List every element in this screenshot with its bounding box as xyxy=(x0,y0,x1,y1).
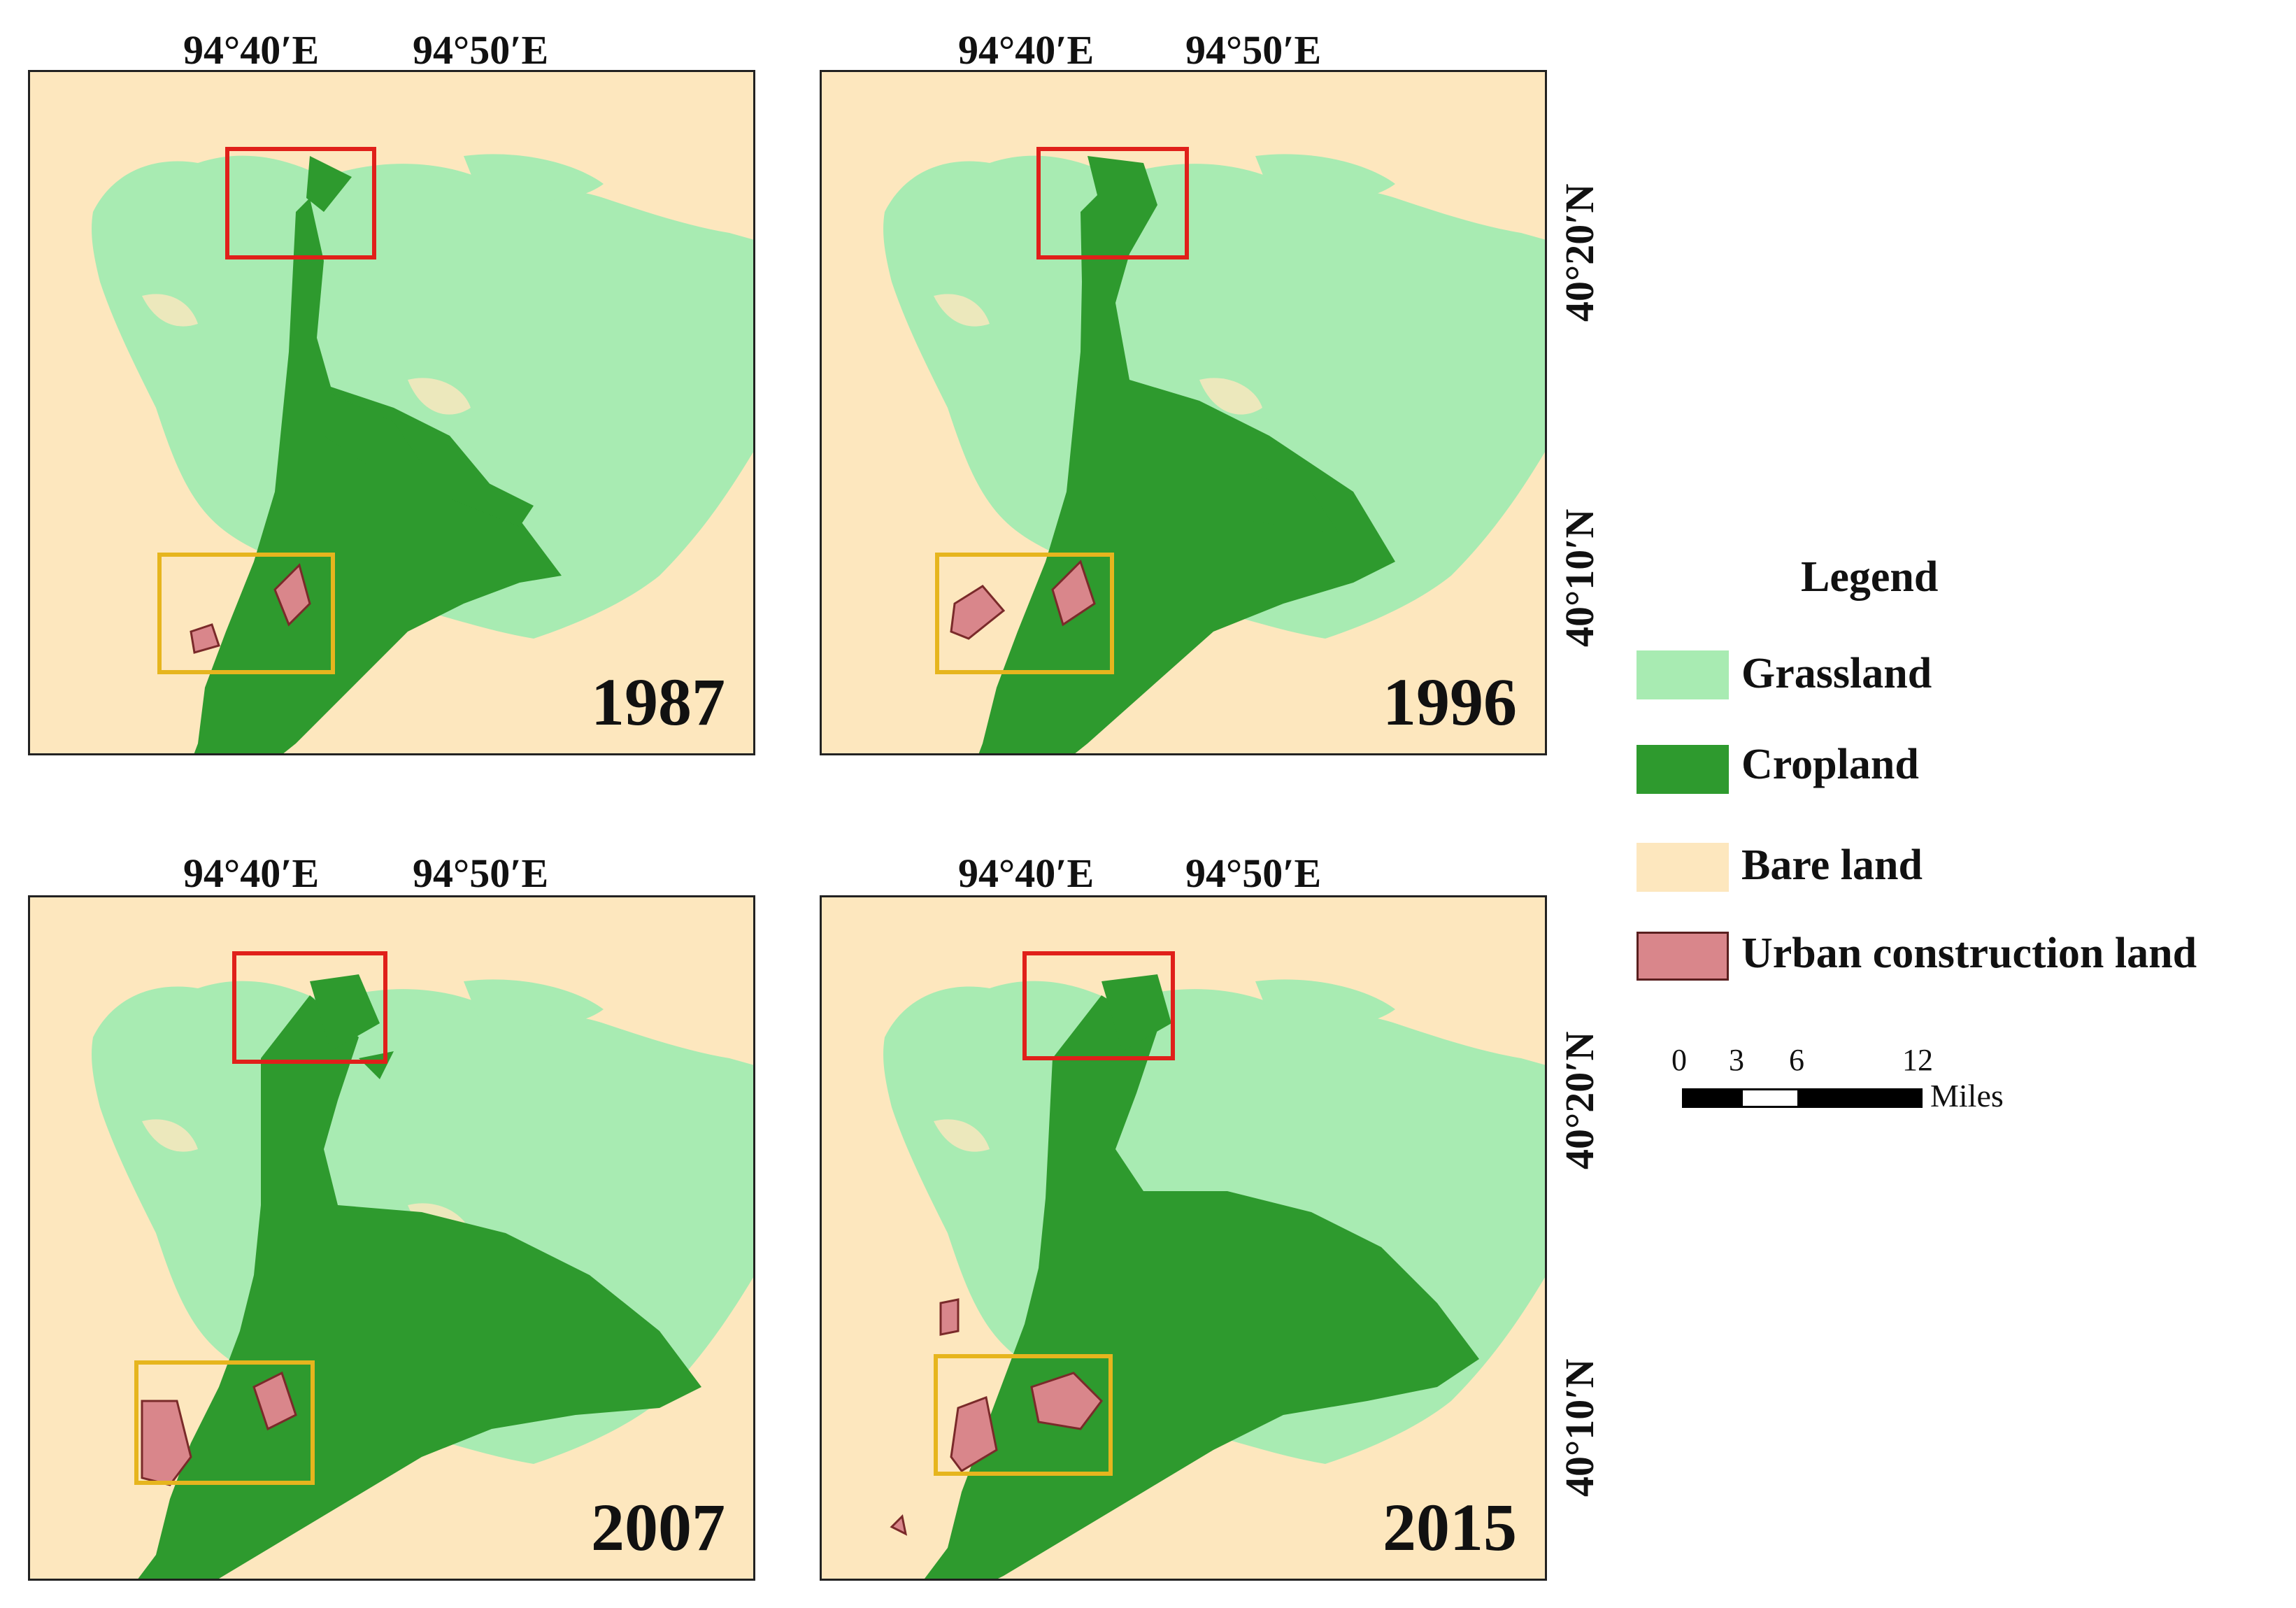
urban-patch xyxy=(939,1298,960,1336)
lon-label-94-40: 94°40′E xyxy=(183,851,320,896)
urban-patch xyxy=(950,1395,998,1472)
legend-title: Legend xyxy=(1801,553,1939,601)
lon-label-94-40: 94°40′E xyxy=(183,27,320,73)
legend-swatch-cropland xyxy=(1637,745,1729,794)
urban-patch xyxy=(273,563,311,627)
year-label: 2007 xyxy=(591,1490,725,1565)
south-highlight-box xyxy=(134,1360,315,1485)
lon-label-94-40: 94°40′E xyxy=(958,851,1094,896)
scale-segment-black xyxy=(1799,1088,1923,1108)
lon-label-94-50: 94°50′E xyxy=(413,851,549,896)
land-use-map-1996 xyxy=(883,147,1545,753)
year-label: 2015 xyxy=(1383,1490,1517,1565)
scale-tick-12: 12 xyxy=(1902,1043,1933,1077)
year-label: 1987 xyxy=(591,664,725,739)
south-highlight-box xyxy=(157,553,335,674)
legend-label-bare-land: Bare land xyxy=(1741,841,1923,889)
north-highlight-box xyxy=(1036,147,1189,259)
scale-tick-6: 6 xyxy=(1789,1043,1804,1077)
land-use-map-2007 xyxy=(92,951,753,1579)
lon-label-94-50: 94°50′E xyxy=(1185,27,1322,73)
scale-segment-black xyxy=(1682,1088,1741,1108)
lat-label-40-10: 40°10′N xyxy=(1557,1358,1602,1497)
legend-swatch-urban-construction-land xyxy=(1637,932,1729,981)
land-use-map-2015 xyxy=(883,951,1545,1579)
lon-label-94-50: 94°50′E xyxy=(413,27,549,73)
urban-patch xyxy=(190,623,220,654)
urban-patch xyxy=(1030,1372,1103,1430)
land-use-map-1987 xyxy=(92,147,753,753)
urban-patch xyxy=(141,1400,192,1486)
scale-unit: Miles xyxy=(1930,1078,2004,1113)
scale-tick-3: 3 xyxy=(1729,1043,1744,1077)
urban-patch xyxy=(1051,560,1096,627)
south-highlight-box xyxy=(934,1354,1113,1476)
scale-tick-0: 0 xyxy=(1671,1043,1687,1077)
scale-segment-white xyxy=(1741,1088,1799,1108)
lon-label-94-40: 94°40′E xyxy=(958,27,1094,73)
year-label: 1996 xyxy=(1383,664,1517,739)
lat-label-40-20: 40°20′N xyxy=(1557,1031,1602,1169)
south-highlight-box xyxy=(935,553,1114,674)
map-panel-2007: 2007 xyxy=(28,895,755,1581)
urban-patch xyxy=(950,585,1006,640)
legend-swatch-grassland xyxy=(1637,650,1729,699)
legend-label-grassland: Grassland xyxy=(1741,650,1932,697)
lon-label-94-50: 94°50′E xyxy=(1185,851,1322,896)
map-panel-1996: 1996 xyxy=(820,70,1547,755)
lat-label-40-20: 40°20′N xyxy=(1557,183,1602,322)
legend-label-urban-construction-land: Urban construction land xyxy=(1741,930,2197,977)
legend-swatch-bare-land xyxy=(1637,843,1729,892)
map-panel-2015: 2015 xyxy=(820,895,1547,1581)
north-highlight-box xyxy=(1022,951,1175,1060)
map-panel-1987: 1987 xyxy=(28,70,755,755)
legend-label-cropland: Cropland xyxy=(1741,741,1919,788)
urban-patch xyxy=(890,1514,908,1536)
lat-label-40-10: 40°10′N xyxy=(1557,508,1602,647)
north-highlight-box xyxy=(232,951,387,1064)
urban-patch xyxy=(252,1371,297,1431)
north-highlight-box xyxy=(225,147,376,259)
